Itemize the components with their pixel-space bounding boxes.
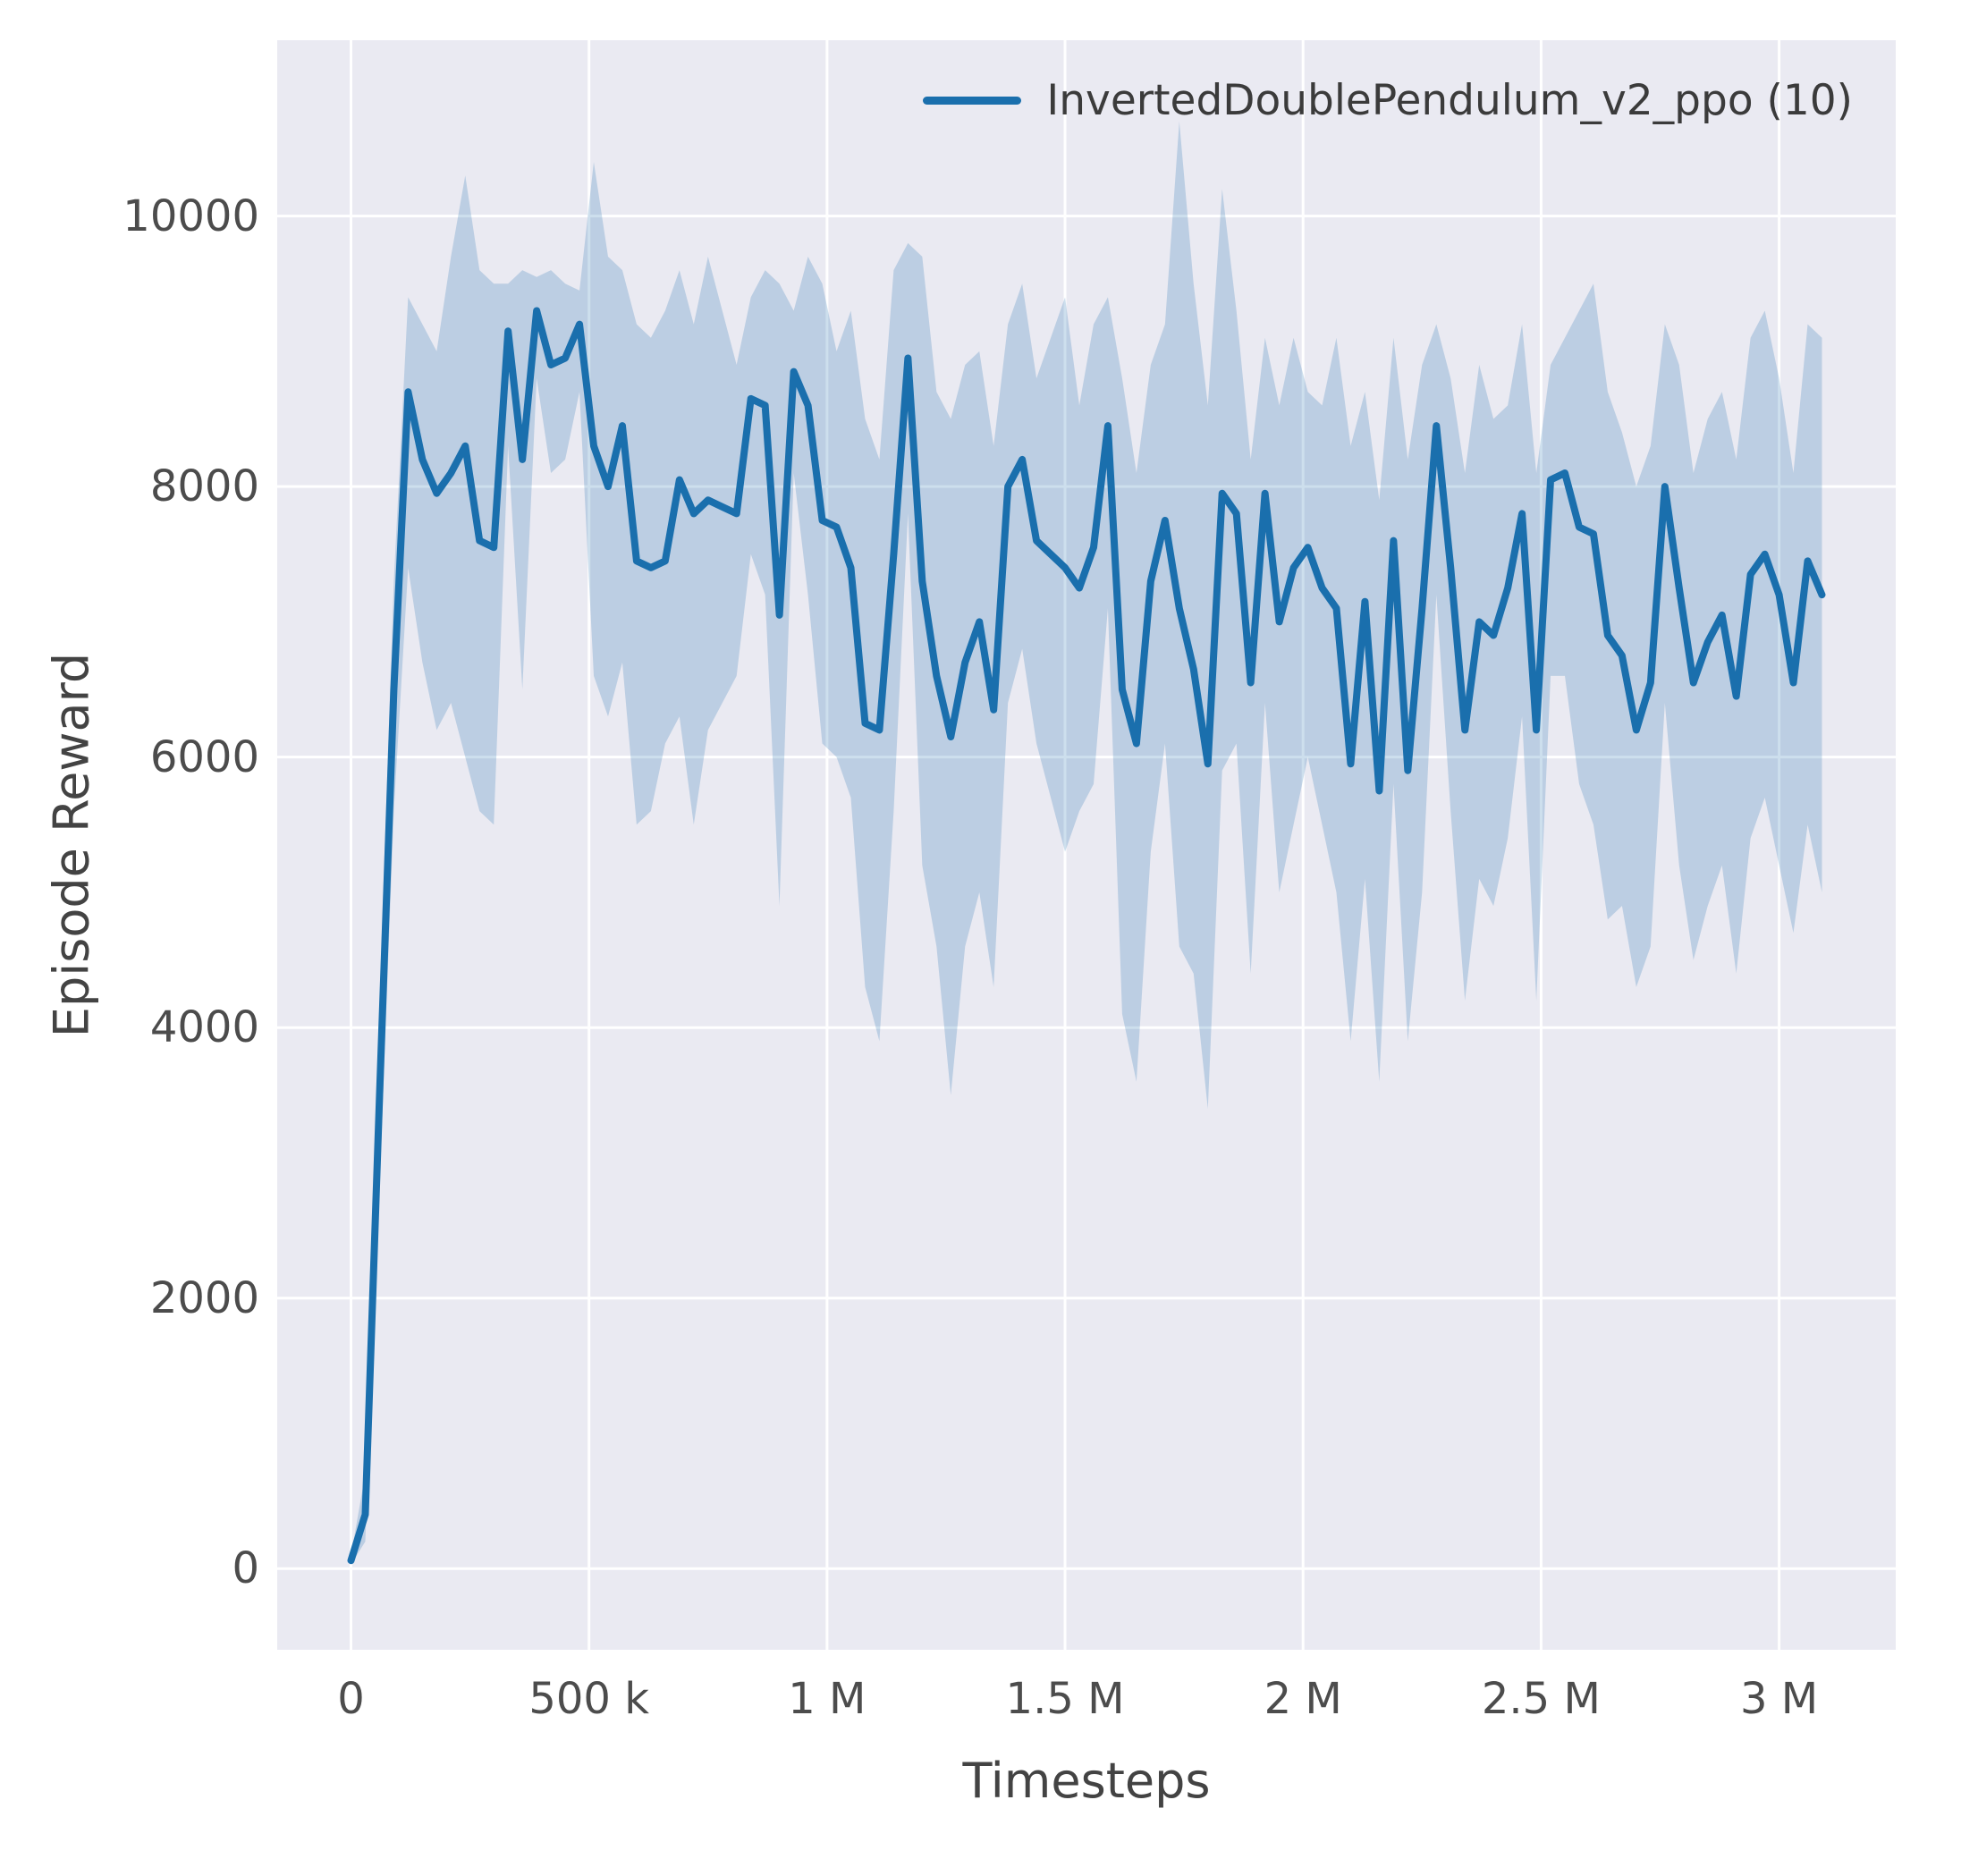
x-tick-label: 0: [337, 1674, 365, 1724]
x-tick-label: 1 M: [788, 1674, 866, 1724]
chart-canvas: [277, 40, 1896, 1650]
x-tick-label: 2 M: [1264, 1674, 1342, 1724]
y-tick-label: 8000: [149, 461, 259, 512]
legend-label: InvertedDoublePendulum_v2_ppo (10): [1046, 76, 1853, 125]
x-axis-label: Timesteps: [962, 1753, 1211, 1809]
y-tick-label: 2000: [149, 1272, 259, 1323]
x-tick-label: 1.5 M: [1005, 1674, 1125, 1724]
y-axis-label: Episode Reward: [43, 652, 100, 1038]
y-tick-label: 10000: [123, 190, 259, 241]
x-tick-label: 500 k: [528, 1674, 650, 1724]
x-tick-label: 3 M: [1739, 1674, 1819, 1724]
y-tick-label: 6000: [149, 731, 259, 782]
y-tick-label: 4000: [149, 1002, 259, 1053]
y-tick-label: 0: [232, 1543, 259, 1594]
x-tick-label: 2.5 M: [1481, 1674, 1601, 1724]
legend: InvertedDoublePendulum_v2_ppo (10): [907, 67, 1869, 134]
plot-area: InvertedDoublePendulum_v2_ppo (10): [277, 40, 1896, 1650]
legend-line-swatch-icon: [923, 97, 1022, 105]
